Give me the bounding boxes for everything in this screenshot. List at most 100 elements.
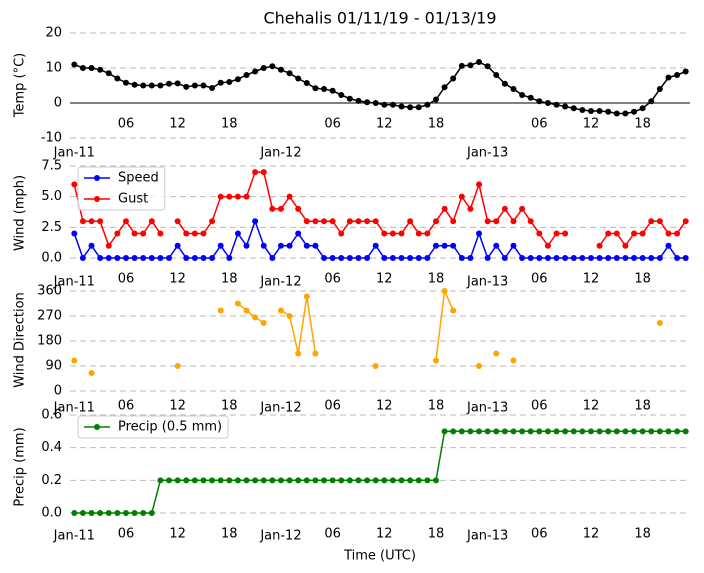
point [450,307,457,314]
point [346,218,353,225]
point [329,87,336,94]
point [312,477,319,484]
point [648,98,655,105]
point [88,510,95,516]
y-tick-label: 7.5 [41,159,62,174]
point [71,357,78,364]
y-tick-label: 360 [37,284,62,299]
point [674,255,681,261]
point [295,477,302,484]
point [519,428,526,435]
x-tick-label: Jan-11 [53,146,95,161]
point [527,94,534,101]
point [484,428,491,435]
point [622,110,629,117]
point [79,65,86,71]
point [140,82,147,89]
x-tick-label: 06 [324,272,341,287]
point [131,81,138,88]
point [596,255,603,261]
point [355,477,362,484]
point [329,477,336,484]
point [648,428,655,435]
point [114,230,121,237]
point [286,477,293,484]
point [656,428,663,435]
point [639,255,646,261]
x-tick-label: 06 [324,399,341,414]
point [476,230,483,237]
point [243,72,250,78]
point [458,193,465,200]
point [79,255,86,261]
point [312,85,319,92]
x-tick-label: 12 [376,117,393,132]
point [97,66,104,73]
point [596,108,603,115]
x-tick-label: Jan-12 [259,529,301,544]
point [510,242,517,249]
point [527,255,534,261]
point [174,218,181,225]
point [613,230,620,237]
x-tick-label: 18 [221,527,238,542]
x-tick-label: 12 [583,399,600,414]
point [277,66,284,73]
point [605,255,612,261]
point [183,255,190,261]
x-tick-label: Jan-11 [53,275,95,290]
point [398,103,405,110]
point [596,242,603,249]
point [140,510,147,516]
point [269,255,276,261]
point [97,255,104,261]
point [252,477,259,484]
point [88,369,95,376]
point [665,74,672,81]
point [441,288,448,294]
point [355,255,362,261]
x-tick-label: 18 [428,527,445,542]
point [458,428,465,435]
point [432,96,439,103]
legend-label: Speed [118,171,159,186]
point [467,62,474,69]
point [372,477,379,484]
point [243,477,250,484]
x-tick-label: 18 [634,117,651,132]
point [553,428,560,435]
x-tick-label: 12 [169,272,186,287]
point [519,255,526,261]
point [252,314,259,321]
y-tick-label: 0 [54,384,62,399]
point [381,255,388,261]
legend: Speed Gust [77,166,166,211]
point [450,218,457,225]
point [536,230,543,237]
point [656,255,663,261]
y-tick-label: -10 [41,131,62,146]
x-tick-label: 06 [531,272,548,287]
point [665,428,672,435]
x-tick-label: 06 [531,399,548,414]
point [277,307,284,314]
series-line [435,288,454,361]
point [458,255,465,261]
x-tick-label: Jan-13 [466,401,508,416]
point [303,80,310,87]
point [476,428,483,435]
x-tick-label: 12 [583,272,600,287]
point [148,510,155,516]
point [355,218,362,225]
point [432,357,439,364]
point [510,357,517,364]
point [346,477,353,484]
point [252,169,259,176]
point [286,242,293,249]
point [200,82,207,89]
point [243,193,250,200]
x-tick-label: 06 [531,527,548,542]
point [174,363,181,369]
point [372,363,379,369]
